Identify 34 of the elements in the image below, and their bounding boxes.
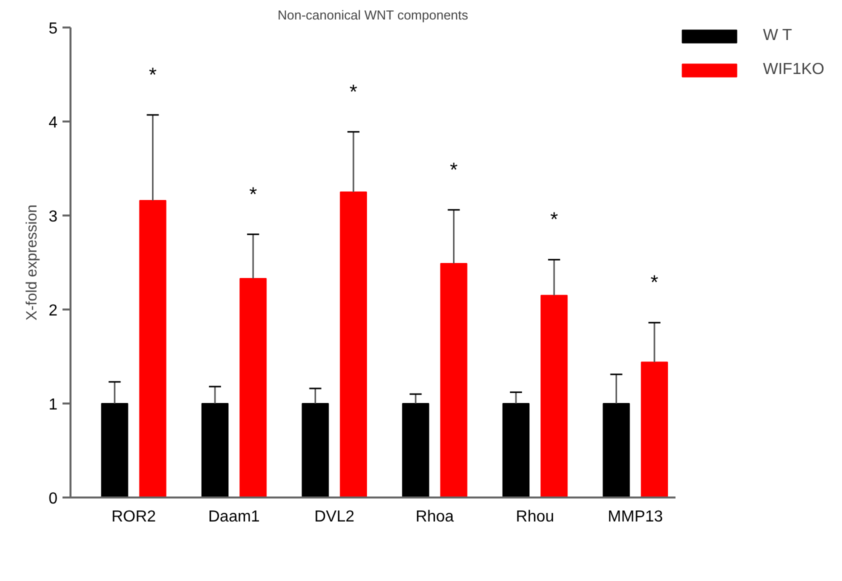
bar <box>402 403 430 498</box>
bar <box>201 403 229 498</box>
bar <box>340 192 367 498</box>
bar <box>101 403 128 498</box>
bar <box>602 403 630 498</box>
chart-title: Non-canonical WNT components <box>278 8 469 22</box>
y-tick-label: 3 <box>48 208 58 226</box>
y-tick-label: 1 <box>48 396 58 414</box>
x-tick-label: Daam1 <box>208 508 260 526</box>
bar <box>440 262 468 498</box>
y-axis-title: X-fold expression <box>24 204 41 320</box>
bar <box>302 403 329 498</box>
annotation: * <box>148 64 157 86</box>
bar <box>240 278 267 498</box>
x-tick-label: DVL2 <box>314 508 354 526</box>
annotation: * <box>249 184 258 206</box>
y-tick-label: 4 <box>48 114 58 132</box>
bar <box>139 200 166 498</box>
bar <box>540 294 568 498</box>
annotation: * <box>350 81 358 104</box>
y-tick-label: 2 <box>48 302 58 320</box>
bar <box>640 362 668 498</box>
x-tick-label: Rhou <box>516 508 554 526</box>
annotation: * <box>550 209 558 232</box>
x-tick-label: ROR2 <box>111 508 156 526</box>
y-tick-label: 0 <box>48 490 58 508</box>
x-tick-label: MMP13 <box>608 508 664 526</box>
legend-label: W T <box>763 27 792 45</box>
bar <box>502 403 530 498</box>
y-tick-label: 5 <box>48 20 58 38</box>
x-tick-label: Rhoa <box>416 508 454 526</box>
annotation: * <box>450 159 458 182</box>
annotation: * <box>650 272 659 294</box>
legend-label: WIF1KO <box>763 61 824 79</box>
